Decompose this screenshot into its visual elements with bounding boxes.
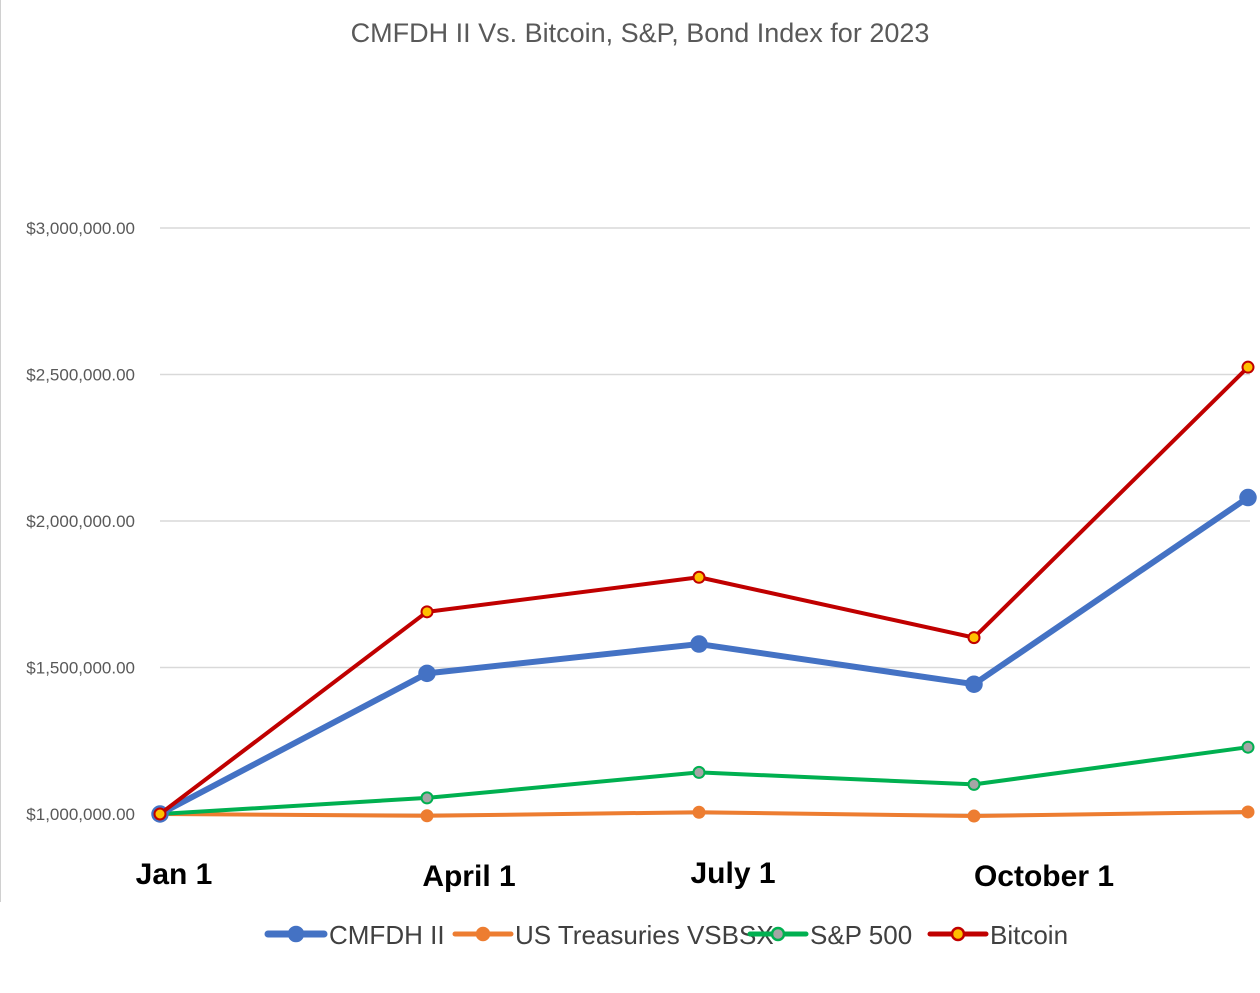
data-point-us-treasuries-vsbsx [692, 805, 706, 819]
series-lines [151, 360, 1257, 823]
data-point-s-p-500 [692, 765, 706, 779]
data-point-cmfdh-ii [690, 635, 708, 653]
legend-label: CMFDH II [329, 920, 445, 950]
y-tick-label: $1,000,000.00 [26, 805, 135, 824]
data-point-s-p-500 [1241, 740, 1255, 754]
data-point-us-treasuries-vsbsx [967, 809, 981, 823]
y-tick-label: $3,000,000.00 [26, 219, 135, 238]
data-point-bitcoin [967, 631, 981, 645]
series-s-p-500 [153, 740, 1255, 821]
legend-item-us-treasuries-vsbsx: US Treasuries VSBSX [452, 920, 774, 950]
data-point-us-treasuries-vsbsx [420, 809, 434, 823]
data-point-s-p-500 [420, 791, 434, 805]
y-tick-label: $2,000,000.00 [26, 512, 135, 531]
y-tick-label: $1,500,000.00 [26, 659, 135, 678]
chart-title: CMFDH II Vs. Bitcoin, S&P, Bond Index fo… [351, 18, 930, 48]
data-point-bitcoin [420, 605, 434, 619]
legend-swatch-marker [475, 926, 491, 942]
data-point-bitcoin [153, 807, 167, 821]
series-line-s-p-500 [158, 745, 1250, 816]
data-point-bitcoin [692, 570, 706, 584]
legend-item-bitcoin: Bitcoin [927, 920, 1068, 950]
y-tick-label: $2,500,000.00 [26, 366, 135, 385]
chart-frame-edge [0, 0, 1, 902]
data-point-cmfdh-ii [965, 675, 983, 693]
x-tick-label: April 1 [422, 860, 515, 893]
legend-swatch-marker [770, 926, 786, 942]
legend-item-cmfdh-ii: CMFDH II [264, 920, 445, 950]
data-point-us-treasuries-vsbsx [1241, 805, 1255, 819]
x-axis-tick-labels: Jan 1 April 1 July 1 October 1 [136, 857, 1114, 893]
series-us-treasuries-vsbsx [153, 805, 1255, 823]
series-line-cmfdh-ii [157, 494, 1251, 817]
data-point-s-p-500 [967, 777, 981, 791]
series-line-bitcoin [158, 365, 1250, 816]
legend-label: S&P 500 [810, 920, 912, 950]
legend-swatch-marker [287, 925, 305, 943]
legend-label: US Treasuries VSBSX [515, 920, 774, 950]
legend-swatch-marker [950, 926, 966, 942]
legend: CMFDH II US Treasuries VSBSX S&P 500 Bitcoi… [264, 920, 1068, 950]
y-axis-tick-labels: $1,000,000.00 $1,500,000.00 $2,000,000.00 $… [26, 219, 135, 824]
series-bitcoin [153, 360, 1255, 821]
x-tick-label: July 1 [690, 857, 775, 890]
x-tick-label: Jan 1 [136, 858, 213, 891]
data-point-bitcoin [1241, 360, 1255, 374]
data-point-cmfdh-ii [1239, 488, 1257, 507]
legend-label: Bitcoin [990, 920, 1068, 950]
legend-item-s-p-500: S&P 500 [747, 920, 912, 950]
x-tick-label: October 1 [974, 860, 1114, 893]
data-point-cmfdh-ii [418, 664, 436, 683]
